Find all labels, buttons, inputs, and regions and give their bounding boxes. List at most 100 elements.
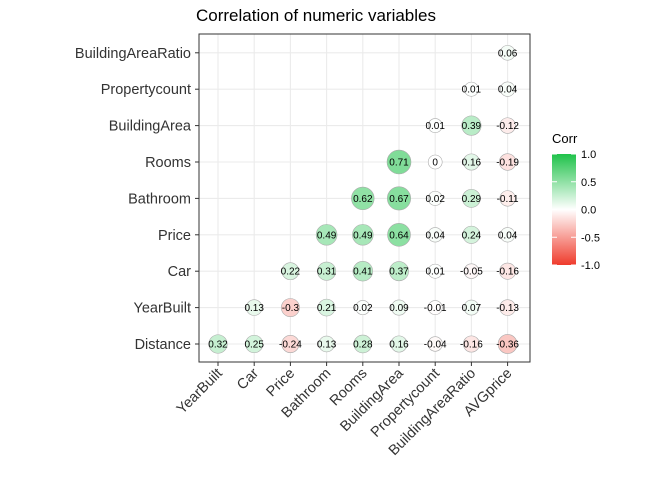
correlation-value-label: 0.09 [389, 303, 409, 314]
correlation-circle [498, 153, 517, 171]
correlation-value-label: -0.13 [496, 303, 519, 314]
y-tick-label: YearBuilt [133, 301, 191, 317]
correlation-value-label: -0.04 [424, 340, 447, 351]
correlation-value-label: 0.21 [317, 303, 337, 314]
correlation-circle [427, 190, 443, 206]
correlation-value-label: -0.36 [496, 340, 519, 351]
y-tick-label: Propertycount [101, 82, 191, 98]
correlation-circle [245, 299, 263, 316]
correlation-value-label: -0.16 [460, 340, 483, 351]
correlation-value-label: 0.31 [317, 267, 337, 278]
correlation-value-label: 0.04 [498, 230, 518, 241]
correlation-circle [387, 223, 411, 247]
legend-tick-label: 0.5 [581, 177, 596, 189]
correlation-circle [281, 335, 300, 353]
y-tick-label: BuildingArea [109, 119, 192, 135]
correlation-circle [427, 263, 443, 279]
legend-ticks: 1.0 0.5 0.0 -0.5 -1.0 [552, 149, 600, 272]
correlation-circle [386, 149, 412, 175]
correlation-value-label: 0.16 [389, 340, 409, 351]
y-tick-label: Distance [135, 337, 191, 353]
correlation-value-label: 0.24 [462, 230, 482, 241]
correlation-value-label: 0.25 [244, 340, 264, 351]
legend: Corr 1.0 0.5 0.0 -0.5 -1.0 [552, 131, 600, 272]
correlation-value-label: 0.01 [462, 85, 482, 96]
correlation-value-label: 0.06 [498, 48, 518, 59]
correlation-circle [461, 115, 482, 136]
correlation-circle [499, 262, 517, 280]
x-axis: YearBuilt Car PriceBathroomRoomsBuildingAr… [174, 362, 515, 459]
correlation-circle [352, 261, 373, 282]
correlation-value-label: -0.12 [496, 121, 519, 132]
correlation-circle [355, 300, 371, 316]
correlation-cells: 0.06 0.01 0.04 0.01 0.39 -0.12 0.71 0 0.16 -0.19 0… [208, 45, 519, 354]
correlation-value-label: -0.19 [496, 158, 519, 169]
correlation-circle [427, 300, 443, 315]
correlation-circle [389, 261, 409, 282]
correlation-circle [245, 334, 264, 354]
correlation-circle [427, 118, 443, 133]
correlation-value-label: 0.16 [462, 158, 482, 169]
correlation-value-label: 0 [432, 158, 438, 169]
correlation-circle [464, 81, 479, 97]
correlation-value-label: 0.02 [353, 303, 373, 314]
x-tick-label: YearBuilt [174, 366, 226, 418]
correlation-circle [427, 154, 443, 170]
correlation-circle [391, 299, 407, 316]
correlation-circle [463, 263, 480, 279]
correlation-value-label: 0.01 [425, 267, 445, 278]
correlation-value-label: 0.28 [353, 340, 373, 351]
correlation-circle [318, 335, 335, 353]
correlation-circle [387, 186, 411, 211]
correlation-circle [462, 225, 481, 244]
correlation-circle [317, 261, 337, 281]
correlation-value-label: 0.04 [425, 230, 445, 241]
correlation-value-label: -0.05 [460, 267, 483, 278]
y-axis: Distance YearBuilt Car Price Bathroom Rooms Bu… [75, 46, 199, 353]
correlation-value-label: 0.22 [281, 267, 301, 278]
correlation-circle [462, 335, 480, 353]
correlation-value-label: 0.49 [317, 230, 337, 241]
correlation-circle [208, 334, 228, 354]
chart-title: Correlation of numeric variables [196, 6, 436, 25]
y-tick-label: Car [168, 264, 192, 280]
correlation-value-label: 0.41 [353, 267, 373, 278]
correlation-circle [281, 262, 300, 281]
y-tick-label: Rooms [145, 155, 191, 171]
correlation-value-label: 0.64 [389, 230, 409, 241]
correlation-circle [351, 186, 375, 211]
y-tick-label: Bathroom [128, 191, 191, 207]
correlation-value-label: -0.3 [282, 303, 300, 314]
correlation-circle [500, 227, 516, 243]
correlation-circle [315, 224, 338, 246]
correlation-value-label: -0.24 [279, 340, 302, 351]
correlation-circle [499, 190, 516, 207]
correlation-circle [499, 117, 516, 134]
correlation-circle [462, 153, 480, 171]
correlation-circle [497, 334, 518, 354]
correlation-circle [499, 45, 516, 61]
legend-title: Corr [552, 131, 578, 146]
correlation-value-label: 0.39 [462, 121, 482, 132]
correlation-circle [280, 298, 300, 318]
legend-tick-label: -0.5 [581, 232, 600, 244]
correlation-circle [427, 227, 443, 243]
correlation-circle [352, 224, 374, 246]
correlation-value-label: -0.01 [424, 303, 447, 314]
correlation-value-label: 0.37 [389, 267, 409, 278]
correlation-value-label: 0.62 [353, 194, 373, 205]
correlation-value-label: 0.49 [353, 230, 373, 241]
correlation-circle [427, 336, 443, 352]
correlation-circle [317, 298, 336, 317]
x-tick-label: Car [234, 365, 262, 393]
correlation-value-label: 0.07 [462, 303, 482, 314]
correlation-value-label: 0.29 [462, 194, 482, 205]
correlation-value-label: -0.11 [497, 194, 519, 205]
y-tick-label: BuildingAreaRatio [75, 46, 191, 62]
correlation-value-label: 0.13 [317, 340, 337, 351]
correlation-circle [353, 334, 373, 354]
correlation-value-label: 0.13 [244, 303, 264, 314]
legend-tick-label: -1.0 [581, 260, 600, 272]
correlation-value-label: 0.67 [389, 194, 409, 205]
